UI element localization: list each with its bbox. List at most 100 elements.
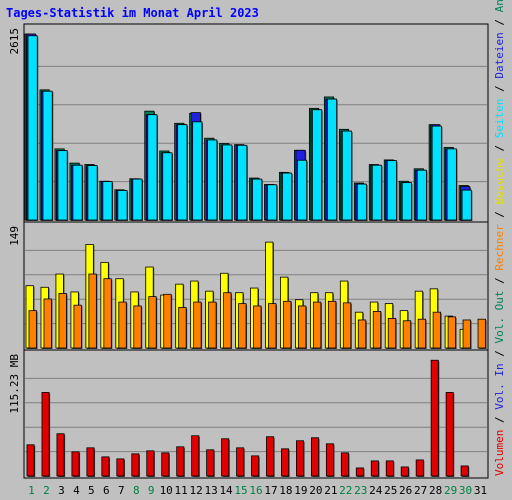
bar-seiten-day-4 <box>72 164 83 221</box>
x-tick-label: 8 <box>133 484 140 497</box>
bar-rechner-day-17 <box>268 303 277 349</box>
x-tick-label: 30 <box>459 484 472 497</box>
bar-seiten-day-8 <box>132 178 143 221</box>
bar-rechner-day-18 <box>283 300 292 349</box>
right-legend: Volumen / Vol. In / Vol. Out / Rechner /… <box>493 0 506 476</box>
bar-rechner-day-24 <box>372 311 382 349</box>
legend-entry: / <box>493 138 506 158</box>
bar-seiten-day-14 <box>222 144 233 221</box>
x-tick-label: 12 <box>190 484 203 497</box>
bar-volumen-day-11 <box>176 446 185 477</box>
x-tick-label: 6 <box>103 484 110 497</box>
series-rechner <box>28 273 487 349</box>
bar-rechner-day-27 <box>417 318 427 349</box>
bar-volumen-day-2 <box>41 392 50 477</box>
bar-volumen-day-18 <box>281 448 290 477</box>
bar-volumen-day-6 <box>101 456 110 477</box>
legend-entry: / <box>493 271 506 291</box>
x-tick-label: 17 <box>264 484 277 497</box>
bar-seiten-day-26 <box>401 182 412 221</box>
x-tick-label: 1 <box>28 484 35 497</box>
y-axis-max-label: 2615 <box>8 28 21 55</box>
bar-rechner-day-9 <box>148 296 157 349</box>
bar-volumen-day-20 <box>310 437 319 477</box>
bar-seiten-day-24 <box>371 164 382 221</box>
bar-rechner-day-16 <box>253 305 262 349</box>
panel-3: 115.23 MB <box>8 349 489 479</box>
x-tick-label: 28 <box>429 484 442 497</box>
legend-entry: Volumen <box>493 430 506 476</box>
x-tick-label: 18 <box>279 484 292 497</box>
x-tick-label: 23 <box>354 484 367 497</box>
bar-volumen-day-25 <box>385 460 394 477</box>
bar-seiten-day-11 <box>177 124 188 221</box>
bar-seiten-day-19 <box>297 159 308 221</box>
bar-seiten-day-21 <box>326 98 338 221</box>
bar-rechner-day-7 <box>118 301 127 349</box>
bar-volumen-day-14 <box>221 438 230 477</box>
bar-rechner-day-22 <box>342 302 352 349</box>
bar-volumen-day-17 <box>266 436 275 477</box>
chart-title: Tages-Statistik im Monat April 2023 <box>6 6 259 20</box>
y-axis-max-label: 149 <box>8 226 21 246</box>
x-tick-label: 13 <box>204 484 217 497</box>
x-tick-label: 4 <box>73 484 80 497</box>
bar-seiten-day-20 <box>311 109 323 221</box>
bar-seiten-day-29 <box>446 148 457 221</box>
x-tick-label: 24 <box>369 484 383 497</box>
x-tick-label: 29 <box>444 484 457 497</box>
panel-2: 149 <box>8 221 489 351</box>
bar-rechner-day-30 <box>462 319 471 349</box>
bar-rechner-day-28 <box>432 311 442 349</box>
bar-rechner-day-11 <box>178 307 187 349</box>
bar-volumen-day-1 <box>26 444 35 477</box>
chart-panels: 2615 149 115.23 MB <box>8 23 489 479</box>
x-tick-label: 5 <box>88 484 95 497</box>
legend-entry: / <box>493 204 506 224</box>
x-tick-label: 26 <box>399 484 412 497</box>
bar-rechner-day-4 <box>73 304 82 349</box>
bar-seiten-day-23 <box>356 183 367 221</box>
x-tick-label: 19 <box>294 484 307 497</box>
x-tick-label: 22 <box>339 484 352 497</box>
panel-frame <box>23 349 489 479</box>
bar-seiten-day-6 <box>102 181 113 221</box>
bar-volumen-day-10 <box>161 452 170 477</box>
x-tick-label: 25 <box>384 484 397 497</box>
legend-entry: Rechner <box>493 224 506 271</box>
bar-rechner-day-12 <box>193 301 202 349</box>
bar-rechner-day-2 <box>43 298 52 349</box>
bar-seiten-day-16 <box>252 178 263 221</box>
bar-rechner-day-26 <box>402 320 412 349</box>
bar-volumen-day-3 <box>56 433 65 477</box>
bar-volumen-day-23 <box>355 467 364 477</box>
legend-entry: / <box>493 12 506 32</box>
bar-rechner-day-6 <box>103 278 112 349</box>
bar-rechner-day-15 <box>238 303 247 349</box>
x-axis-day-labels: 1 2 3 4 5 6 7 8 9 10 11 12 13 14 15 16 17 18 19 20 21 22 23 24 2… <box>28 484 487 497</box>
bar-rechner-day-5 <box>88 273 97 349</box>
bar-rechner-day-29 <box>447 316 456 349</box>
bar-rechner-day-1 <box>28 310 37 349</box>
x-tick-label: 9 <box>148 484 155 497</box>
bar-rechner-day-8 <box>133 305 142 349</box>
bar-volumen-day-19 <box>296 440 304 477</box>
bar-seiten-day-10 <box>162 152 173 221</box>
bar-seiten-day-7 <box>117 190 128 221</box>
legend-entry: Anfragen <box>493 0 506 12</box>
x-tick-label: 14 <box>219 484 233 497</box>
bar-volumen-day-24 <box>370 460 379 477</box>
bar-rechner-day-3 <box>58 293 67 349</box>
y-axis-max-label: 115.23 MB <box>8 354 21 414</box>
bar-volumen-day-29 <box>445 392 454 477</box>
bar-seiten-day-9 <box>147 114 158 221</box>
panel-1: 2615 <box>8 23 489 223</box>
bar-volumen-day-16 <box>251 455 260 477</box>
bar-rechner-day-19 <box>298 305 307 349</box>
bar-volumen-day-27 <box>415 459 424 477</box>
bar-rechner-day-14 <box>223 292 232 349</box>
x-tick-label: 16 <box>249 484 262 497</box>
x-tick-label: 2 <box>43 484 50 497</box>
